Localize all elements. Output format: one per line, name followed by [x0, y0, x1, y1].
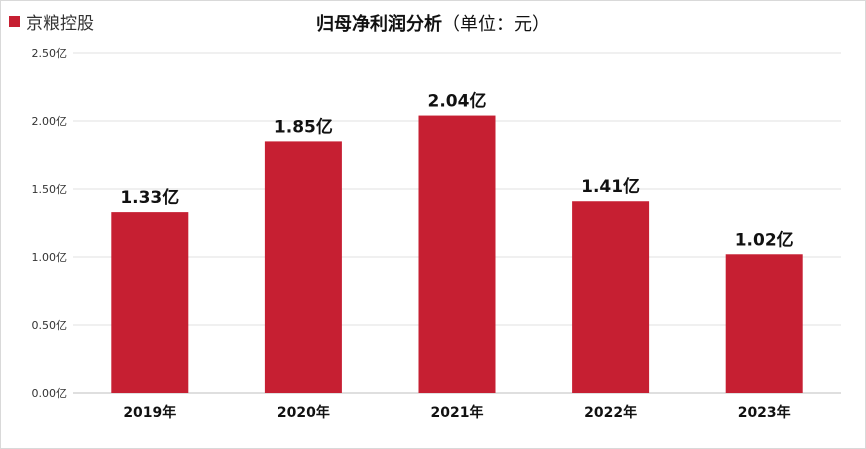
y-tick-label: 1.00亿 — [32, 251, 68, 264]
chart-title-main: 归母净利润分析 — [316, 14, 442, 35]
x-tick-label: 2022年 — [584, 404, 637, 421]
data-label: 1.33亿 — [120, 187, 179, 208]
y-tick-label: 0.00亿 — [32, 387, 68, 400]
legend-swatch — [9, 15, 20, 27]
data-label: 1.85亿 — [274, 116, 333, 137]
y-tick-label: 2.00亿 — [32, 115, 68, 128]
data-label: 1.02亿 — [735, 229, 794, 250]
legend: 京粮控股 — [9, 9, 94, 34]
legend-label: 京粮控股 — [26, 13, 94, 34]
y-tick-label: 0.50亿 — [32, 319, 68, 332]
y-tick-label: 1.50亿 — [32, 183, 68, 196]
x-tick-label: 2023年 — [738, 404, 791, 421]
chart-title: 归母净利润分析（单位：元） — [1, 10, 865, 36]
x-tick-label: 2019年 — [123, 404, 176, 421]
x-tick-label: 2020年 — [277, 404, 330, 421]
bar — [725, 254, 803, 393]
bar — [418, 115, 496, 393]
bar — [572, 201, 650, 393]
data-label: 1.41亿 — [581, 176, 640, 197]
x-tick-label: 2021年 — [431, 404, 484, 421]
chart-title-unit: （单位：元） — [442, 14, 550, 35]
y-tick-label: 2.50亿 — [32, 47, 68, 60]
data-label: 2.04亿 — [428, 91, 487, 112]
bar — [264, 141, 342, 393]
bar — [111, 212, 189, 393]
